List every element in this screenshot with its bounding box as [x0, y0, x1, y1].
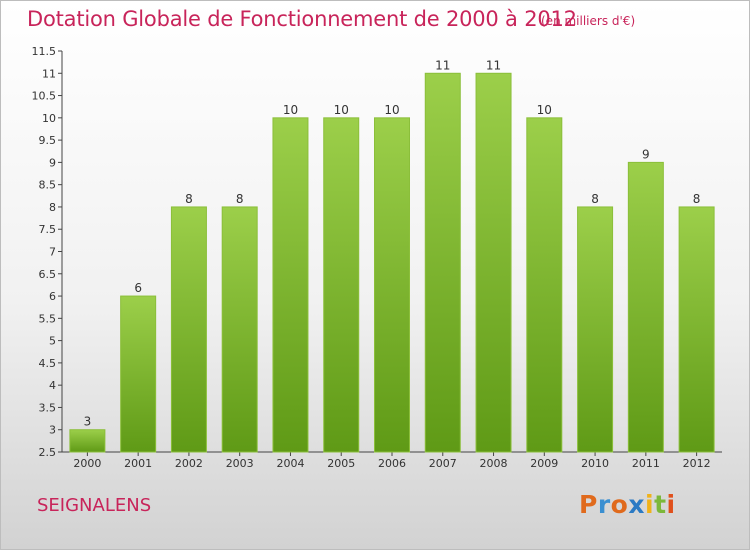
value-labels: 3 6 8 8 10 10 10 11 11 10 8 9 8	[84, 58, 701, 428]
value-label: 10	[283, 103, 298, 117]
value-label: 10	[537, 103, 552, 117]
x-tick-label: 2000	[73, 457, 101, 470]
value-label: 8	[236, 192, 244, 206]
bar	[577, 206, 614, 453]
logo-letter: i	[666, 490, 676, 519]
logo-letter: P	[579, 490, 598, 519]
x-tick-label: 2008	[480, 457, 508, 470]
y-tick-label: 10.5	[32, 90, 57, 103]
y-tick-label: 8.5	[39, 179, 57, 192]
value-label: 9	[642, 147, 650, 161]
bar	[374, 117, 410, 453]
logo-letter: r	[597, 490, 611, 519]
y-tick-label: 7	[49, 246, 56, 259]
x-tick-label: 2012	[683, 457, 711, 470]
value-label: 3	[84, 415, 92, 429]
x-tick-label: 2007	[429, 457, 457, 470]
y-tick-label: 4	[49, 379, 56, 392]
bar	[170, 206, 207, 453]
bar	[69, 429, 106, 453]
y-tick-label: 4.5	[39, 357, 57, 370]
x-tick-label: 2001	[124, 457, 152, 470]
y-tick-label: 5.5	[39, 312, 57, 325]
chart-subtitle: (en milliers d'€)	[541, 14, 636, 28]
y-tick-label: 8	[49, 201, 56, 214]
bar	[323, 117, 360, 453]
x-tick-label: 2006	[378, 457, 406, 470]
x-tick-label: 2010	[581, 457, 609, 470]
y-tick-label: 9.5	[39, 134, 57, 147]
bar	[272, 117, 309, 453]
x-tick-label: 2011	[632, 457, 660, 470]
bar	[526, 117, 563, 453]
value-label: 11	[435, 58, 450, 72]
bars	[69, 72, 715, 453]
value-label: 6	[134, 281, 142, 295]
value-label: 8	[591, 192, 599, 206]
x-tick-label: 2004	[276, 457, 304, 470]
y-tick-label: 7.5	[39, 223, 57, 236]
bar	[475, 72, 512, 453]
y-tick-label: 11	[42, 67, 56, 80]
commune-name: SEIGNALENS	[37, 495, 152, 516]
y-tick-label: 5	[49, 335, 56, 348]
value-label: 8	[185, 192, 193, 206]
x-tick-label: 2003	[226, 457, 254, 470]
y-tick-label: 3	[49, 424, 56, 437]
x-tick-label: 2009	[530, 457, 558, 470]
bar	[120, 295, 157, 453]
y-tick-label: 11.5	[32, 45, 57, 58]
x-tick-labels: 2000 2001 2002 2003 2004 2005 2006 2007 2008 2009…	[73, 457, 710, 470]
y-tick-label: 6	[49, 290, 56, 303]
value-label: 10	[334, 103, 349, 117]
value-label: 11	[486, 58, 501, 72]
bar	[627, 161, 664, 453]
bar	[424, 72, 461, 453]
bar	[221, 206, 258, 453]
x-tick-label: 2005	[327, 457, 355, 470]
logo-letter: o	[610, 490, 629, 519]
logo-letter: t	[654, 490, 667, 519]
proxiti-logo: Proxiti	[579, 490, 676, 519]
logo-letter: x	[628, 490, 645, 519]
logo-letter: i	[645, 490, 655, 519]
y-tick-label: 6.5	[39, 268, 57, 281]
y-tick-label: 3.5	[39, 401, 57, 414]
x-tick-label: 2002	[175, 457, 203, 470]
value-label: 8	[693, 192, 701, 206]
y-tick-labels: 2.5 3 3.5 4 4.5 5 5.5 6 6.5 7 7.5 8 8.5 9 9.5 10 10.5 11 1…	[32, 45, 57, 459]
bar	[678, 206, 715, 453]
y-tick-label: 2.5	[39, 446, 57, 459]
value-label: 10	[384, 103, 399, 117]
y-tick-label: 10	[42, 112, 56, 125]
chart-title: Dotation Globale de Fonctionnement de 20…	[27, 7, 577, 31]
y-tick-label: 9	[49, 156, 56, 169]
